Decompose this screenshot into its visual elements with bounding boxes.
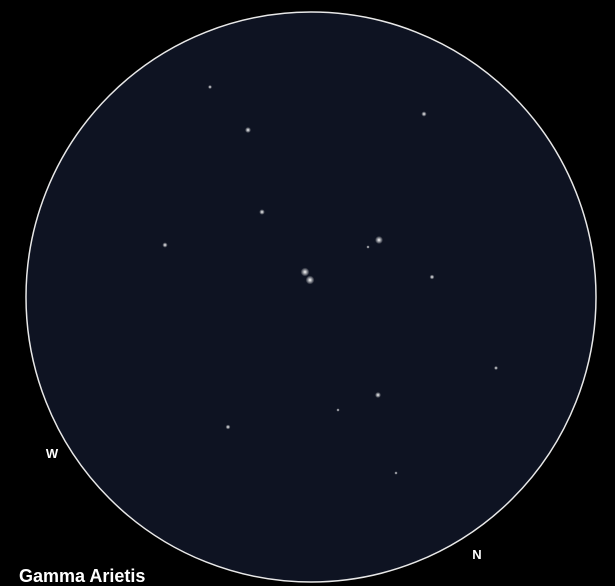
star	[366, 245, 369, 248]
star	[245, 127, 251, 133]
field-of-view-sketch: W N Gamma Arietis	[0, 0, 615, 586]
star	[208, 85, 212, 89]
west-label: W	[46, 446, 59, 461]
star	[375, 392, 381, 398]
star	[226, 425, 231, 430]
star-primary	[301, 268, 310, 277]
star-secondary	[306, 276, 315, 285]
star	[394, 471, 397, 474]
star	[336, 408, 339, 411]
star	[162, 242, 167, 247]
eyepiece-field	[26, 12, 596, 582]
title: Gamma Arietis	[19, 566, 145, 586]
star	[421, 111, 426, 116]
star	[375, 236, 383, 244]
north-label: N	[472, 547, 481, 562]
star	[494, 366, 498, 370]
star	[259, 209, 265, 215]
star	[430, 275, 435, 280]
page: W N Gamma Arietis (() => { const data = …	[0, 0, 615, 586]
